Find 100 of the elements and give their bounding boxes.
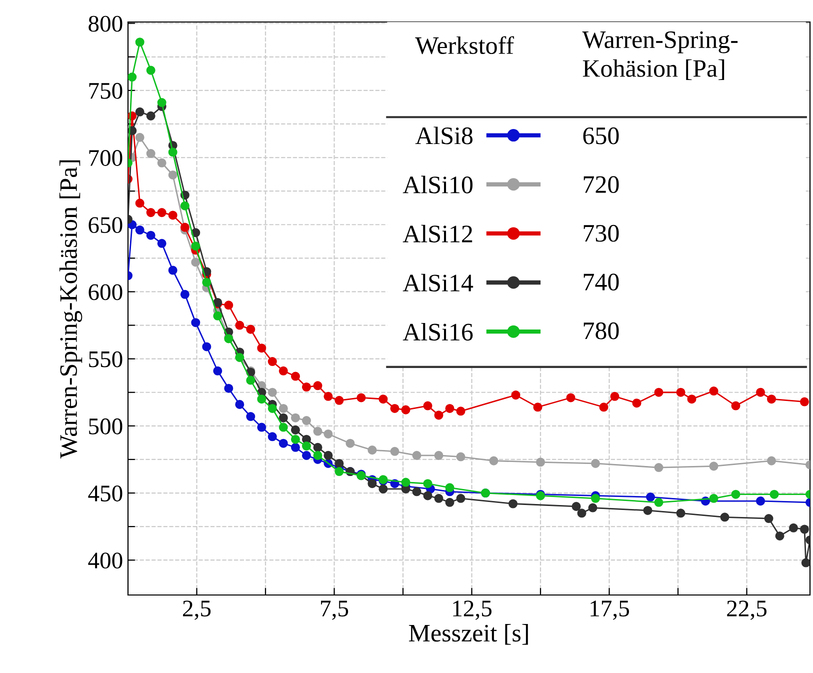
point [146,230,156,240]
point [800,524,810,534]
x-tick-label: 17,5 [590,600,629,620]
point [128,72,137,82]
point [146,208,156,218]
point [456,494,466,503]
y-tick-label: 650 [88,217,122,234]
point [290,434,300,444]
point [456,452,466,462]
point [278,366,288,376]
point [412,487,422,496]
point [313,381,322,390]
point [368,479,377,488]
point [801,558,810,568]
point [278,438,288,448]
point [191,318,200,328]
point [191,242,200,251]
point [334,458,344,468]
point [135,198,144,208]
point [224,300,234,310]
point [654,388,664,397]
point [356,393,366,402]
point [224,384,234,393]
point [368,446,377,455]
point [146,148,156,158]
point [157,98,166,108]
point [235,320,244,330]
point [709,386,718,396]
point [168,210,178,220]
point [654,463,664,472]
point [135,132,144,142]
annotation: 740 [584,274,619,291]
x-tick-label: 2,5 [183,600,211,620]
point [687,394,696,404]
point [654,498,664,507]
point [533,402,542,412]
point [257,394,266,404]
annotation: 730 [584,224,619,242]
point [412,450,422,460]
y-tick-label: 550 [89,351,122,368]
y-tick-label: 400 [88,552,122,569]
point [390,446,400,456]
point [401,478,410,487]
x-tick-label: 22,5 [727,600,766,620]
point [588,503,598,512]
point [313,426,322,436]
point [434,494,444,503]
point [135,225,144,235]
annotation: Warren-Spring- Kohäsion [Pa] [582,31,738,80]
point [278,413,288,422]
point [788,523,798,532]
point [709,494,718,503]
point [646,492,656,502]
point [731,490,740,499]
point [378,394,388,404]
point [246,324,256,334]
legend-label: AlSi16 [402,322,473,341]
point [202,278,212,287]
point [434,410,444,420]
point [599,402,608,412]
point [445,404,454,413]
point [334,467,344,476]
point [709,462,718,471]
point [456,406,466,416]
annotation: 780 [584,322,619,340]
point [324,429,333,438]
point [775,531,784,540]
point [290,425,300,434]
point [390,404,400,413]
point [720,512,730,522]
point [278,422,288,432]
point [313,450,322,460]
point [643,506,652,515]
point [180,290,190,299]
annotation: 650 [583,127,619,144]
point [268,356,277,366]
y-tick-label: 800 [88,16,122,32]
point [770,490,779,499]
point [302,442,311,451]
point [246,376,256,385]
point [423,491,432,500]
point [610,392,620,401]
point [168,148,178,157]
x-tick-label: 7,5 [321,600,348,620]
point [756,496,766,506]
point [764,514,774,524]
point [146,66,156,75]
point [268,432,277,442]
point [489,456,498,466]
x-axis-title: Messzeit [s] [408,624,528,645]
y-axis-title: Warren-Spring-Kohäsion [Pa] [59,160,82,458]
point [302,416,311,426]
point [378,484,388,494]
y-tick-label: 750 [89,82,122,99]
point [135,107,144,116]
legend-title: Werkstoff [415,36,514,54]
point [257,344,266,353]
point [157,158,166,168]
point [590,458,600,468]
legend-label: AlSi8 [415,126,473,144]
